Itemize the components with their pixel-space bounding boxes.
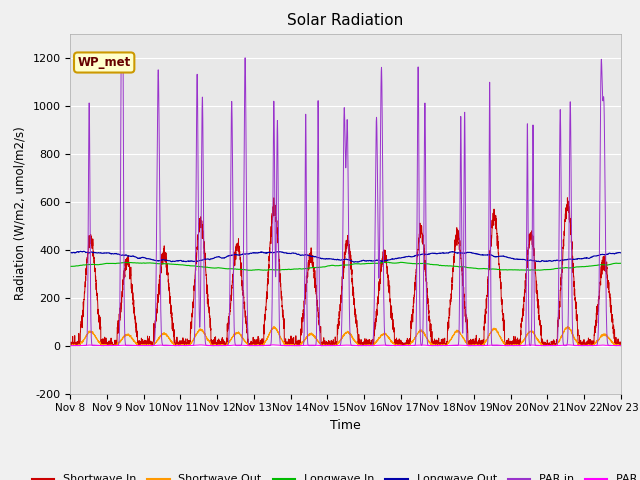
Line: PAR in: PAR in xyxy=(70,58,621,346)
PAR in xyxy=(166,343,173,348)
Shortwave Out xyxy=(67,343,74,348)
X-axis label: Time: Time xyxy=(330,419,361,432)
Shortwave Out xyxy=(469,343,477,348)
PAR in xyxy=(67,343,74,348)
PAR out xyxy=(150,343,158,348)
Shortwave Out xyxy=(270,324,278,329)
PAR out xyxy=(469,343,477,348)
Longwave In xyxy=(469,265,477,271)
PAR out xyxy=(325,343,333,348)
Text: WP_met: WP_met xyxy=(77,56,131,69)
Longwave Out xyxy=(67,250,74,255)
Longwave Out xyxy=(166,258,173,264)
Shortwave Out xyxy=(439,342,447,348)
Shortwave In xyxy=(617,343,625,348)
PAR in xyxy=(325,343,333,348)
Line: Shortwave In: Shortwave In xyxy=(70,198,621,346)
Shortwave In xyxy=(67,343,74,348)
PAR out xyxy=(67,343,74,348)
Y-axis label: Radiation (W/m2, umol/m2/s): Radiation (W/m2, umol/m2/s) xyxy=(14,127,27,300)
Longwave In xyxy=(439,263,447,268)
Shortwave Out xyxy=(70,343,78,348)
PAR out xyxy=(166,342,173,348)
Title: Solar Radiation: Solar Radiation xyxy=(287,13,404,28)
Shortwave In xyxy=(616,343,624,348)
Shortwave In xyxy=(469,337,477,343)
Longwave In xyxy=(247,267,255,273)
PAR in xyxy=(616,343,624,348)
Longwave In xyxy=(67,264,74,269)
PAR in xyxy=(117,55,125,60)
Shortwave In xyxy=(325,338,333,344)
PAR in xyxy=(617,343,625,348)
Shortwave In xyxy=(438,343,446,348)
Legend: Shortwave In, Shortwave Out, Longwave In, Longwave Out, PAR in, PAR out: Shortwave In, Shortwave Out, Longwave In… xyxy=(28,470,640,480)
Shortwave Out xyxy=(617,343,625,348)
Longwave In xyxy=(383,259,390,265)
Longwave Out xyxy=(439,250,447,256)
Longwave Out xyxy=(76,248,84,254)
Shortwave In xyxy=(564,195,572,201)
Longwave In xyxy=(617,261,625,266)
Longwave In xyxy=(616,261,624,266)
Line: Longwave Out: Longwave Out xyxy=(70,251,621,262)
PAR in xyxy=(500,343,508,348)
Shortwave Out xyxy=(325,343,333,348)
PAR out xyxy=(500,343,508,348)
Longwave Out xyxy=(469,250,477,256)
PAR out xyxy=(564,342,572,348)
Line: Longwave In: Longwave In xyxy=(70,262,621,270)
Shortwave Out xyxy=(166,336,173,342)
Line: PAR out: PAR out xyxy=(70,345,621,346)
Shortwave In xyxy=(166,285,173,290)
Shortwave Out xyxy=(616,343,624,348)
Longwave In xyxy=(166,261,173,267)
PAR out xyxy=(438,343,446,348)
Longwave In xyxy=(500,267,508,273)
Longwave Out xyxy=(350,259,358,265)
Line: Shortwave Out: Shortwave Out xyxy=(70,326,621,346)
PAR out xyxy=(616,343,624,348)
Longwave Out xyxy=(325,256,333,262)
Longwave Out xyxy=(617,250,625,256)
Shortwave In xyxy=(500,326,508,332)
PAR in xyxy=(469,343,477,348)
Longwave Out xyxy=(500,253,508,259)
PAR in xyxy=(438,343,446,348)
Shortwave Out xyxy=(500,339,508,345)
PAR out xyxy=(617,343,625,348)
Longwave In xyxy=(325,263,333,269)
Longwave Out xyxy=(616,250,624,256)
